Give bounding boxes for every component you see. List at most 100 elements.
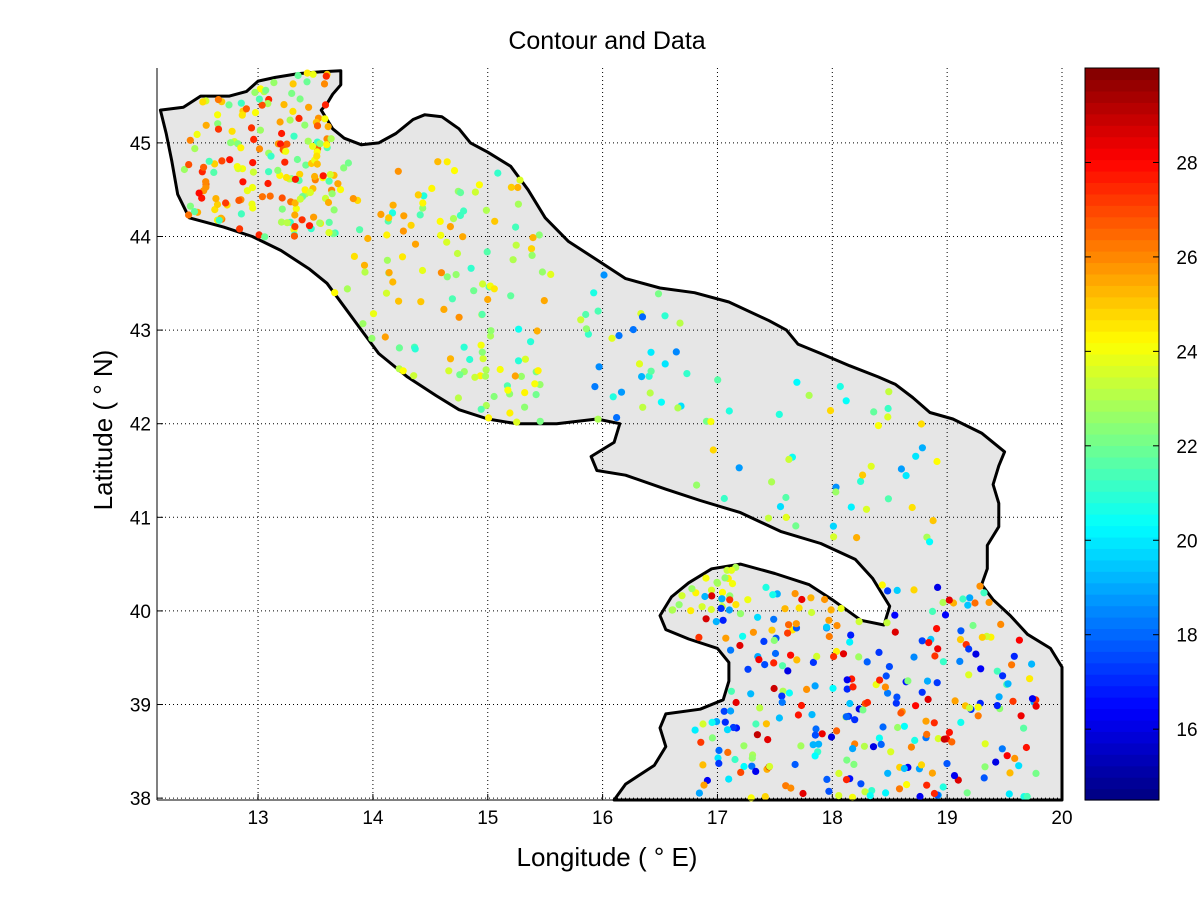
colorbar-tick-label: 28 <box>1176 153 1197 174</box>
data-point <box>594 415 602 423</box>
colorbar-segment <box>1085 388 1159 401</box>
data-point <box>185 161 193 169</box>
colorbar-segment <box>1085 319 1159 332</box>
data-point <box>985 598 993 607</box>
data-point <box>797 701 806 710</box>
data-point <box>923 781 931 789</box>
data-point <box>282 173 291 182</box>
data-point <box>792 522 800 530</box>
colorbar-segment <box>1085 594 1159 607</box>
data-point <box>857 477 865 485</box>
data-point <box>517 372 526 380</box>
colorbar-segment <box>1085 525 1159 538</box>
data-point <box>238 111 246 119</box>
data-point <box>707 418 715 426</box>
colorbar-segment <box>1085 491 1159 504</box>
data-point <box>540 297 548 305</box>
data-point <box>885 388 893 396</box>
data-point <box>276 118 284 126</box>
data-point <box>727 566 736 574</box>
data-point <box>811 731 820 739</box>
data-point <box>910 586 918 594</box>
data-point <box>698 603 706 611</box>
data-point <box>837 604 845 613</box>
data-point <box>847 503 855 511</box>
data-point <box>459 233 467 241</box>
data-point <box>775 410 783 418</box>
data-point <box>460 343 468 351</box>
data-point <box>882 672 890 680</box>
data-point <box>516 176 524 184</box>
data-point <box>326 171 334 179</box>
data-point <box>513 418 521 426</box>
colorbar-segment <box>1085 639 1159 652</box>
data-point <box>707 605 715 614</box>
data-point <box>808 711 816 719</box>
data-point <box>267 152 275 160</box>
data-point <box>999 672 1007 680</box>
data-point <box>964 601 972 609</box>
data-point <box>325 229 333 237</box>
data-point <box>638 373 646 381</box>
data-point <box>715 746 723 755</box>
data-point <box>214 125 223 133</box>
colorbar-tick-label: 22 <box>1176 437 1197 458</box>
data-point <box>930 719 938 727</box>
data-point <box>714 376 722 384</box>
x-tick-label: 19 <box>937 808 958 829</box>
data-point <box>327 135 335 143</box>
data-point <box>595 363 603 371</box>
data-point <box>322 72 330 80</box>
colorbar-segment <box>1085 239 1159 252</box>
colorbar-segment <box>1085 685 1159 698</box>
y-tick-label: 44 <box>130 227 152 248</box>
data-point <box>304 137 312 145</box>
data-point <box>256 126 264 134</box>
data-point <box>740 762 748 771</box>
data-point <box>885 663 894 671</box>
data-point <box>1023 792 1031 801</box>
colorbar-segment <box>1085 456 1159 469</box>
data-point <box>693 481 701 489</box>
data-point <box>180 165 188 174</box>
data-point <box>512 241 520 249</box>
data-point <box>830 533 838 541</box>
data-point <box>399 367 407 375</box>
data-point <box>646 389 654 397</box>
data-point <box>210 168 218 176</box>
data-point <box>247 124 256 132</box>
data-point <box>321 115 329 123</box>
data-point <box>672 348 680 356</box>
data-point <box>717 604 725 613</box>
data-point <box>785 689 794 697</box>
data-point <box>737 768 745 777</box>
data-point <box>725 775 733 783</box>
data-point <box>869 743 878 751</box>
data-point <box>770 636 778 645</box>
data-point <box>732 601 740 609</box>
data-point <box>202 183 210 191</box>
x-tick-label: 13 <box>247 808 268 829</box>
data-point <box>385 214 393 222</box>
data-point <box>918 637 926 645</box>
data-point <box>918 444 927 452</box>
data-point <box>647 367 655 375</box>
data-point <box>699 761 707 769</box>
data-point <box>533 327 541 335</box>
data-point <box>843 756 851 764</box>
data-point <box>851 716 859 724</box>
data-point <box>792 620 800 628</box>
data-point <box>769 591 777 599</box>
data-point <box>193 130 201 138</box>
data-point <box>590 289 598 297</box>
data-point <box>291 211 299 219</box>
data-point <box>511 372 519 380</box>
data-point <box>414 191 422 199</box>
data-point <box>799 789 807 798</box>
data-point <box>205 157 213 165</box>
data-point <box>309 142 317 150</box>
data-point <box>507 292 515 300</box>
data-point <box>917 761 926 769</box>
colorbar-segment <box>1085 308 1159 321</box>
data-point <box>957 627 965 635</box>
